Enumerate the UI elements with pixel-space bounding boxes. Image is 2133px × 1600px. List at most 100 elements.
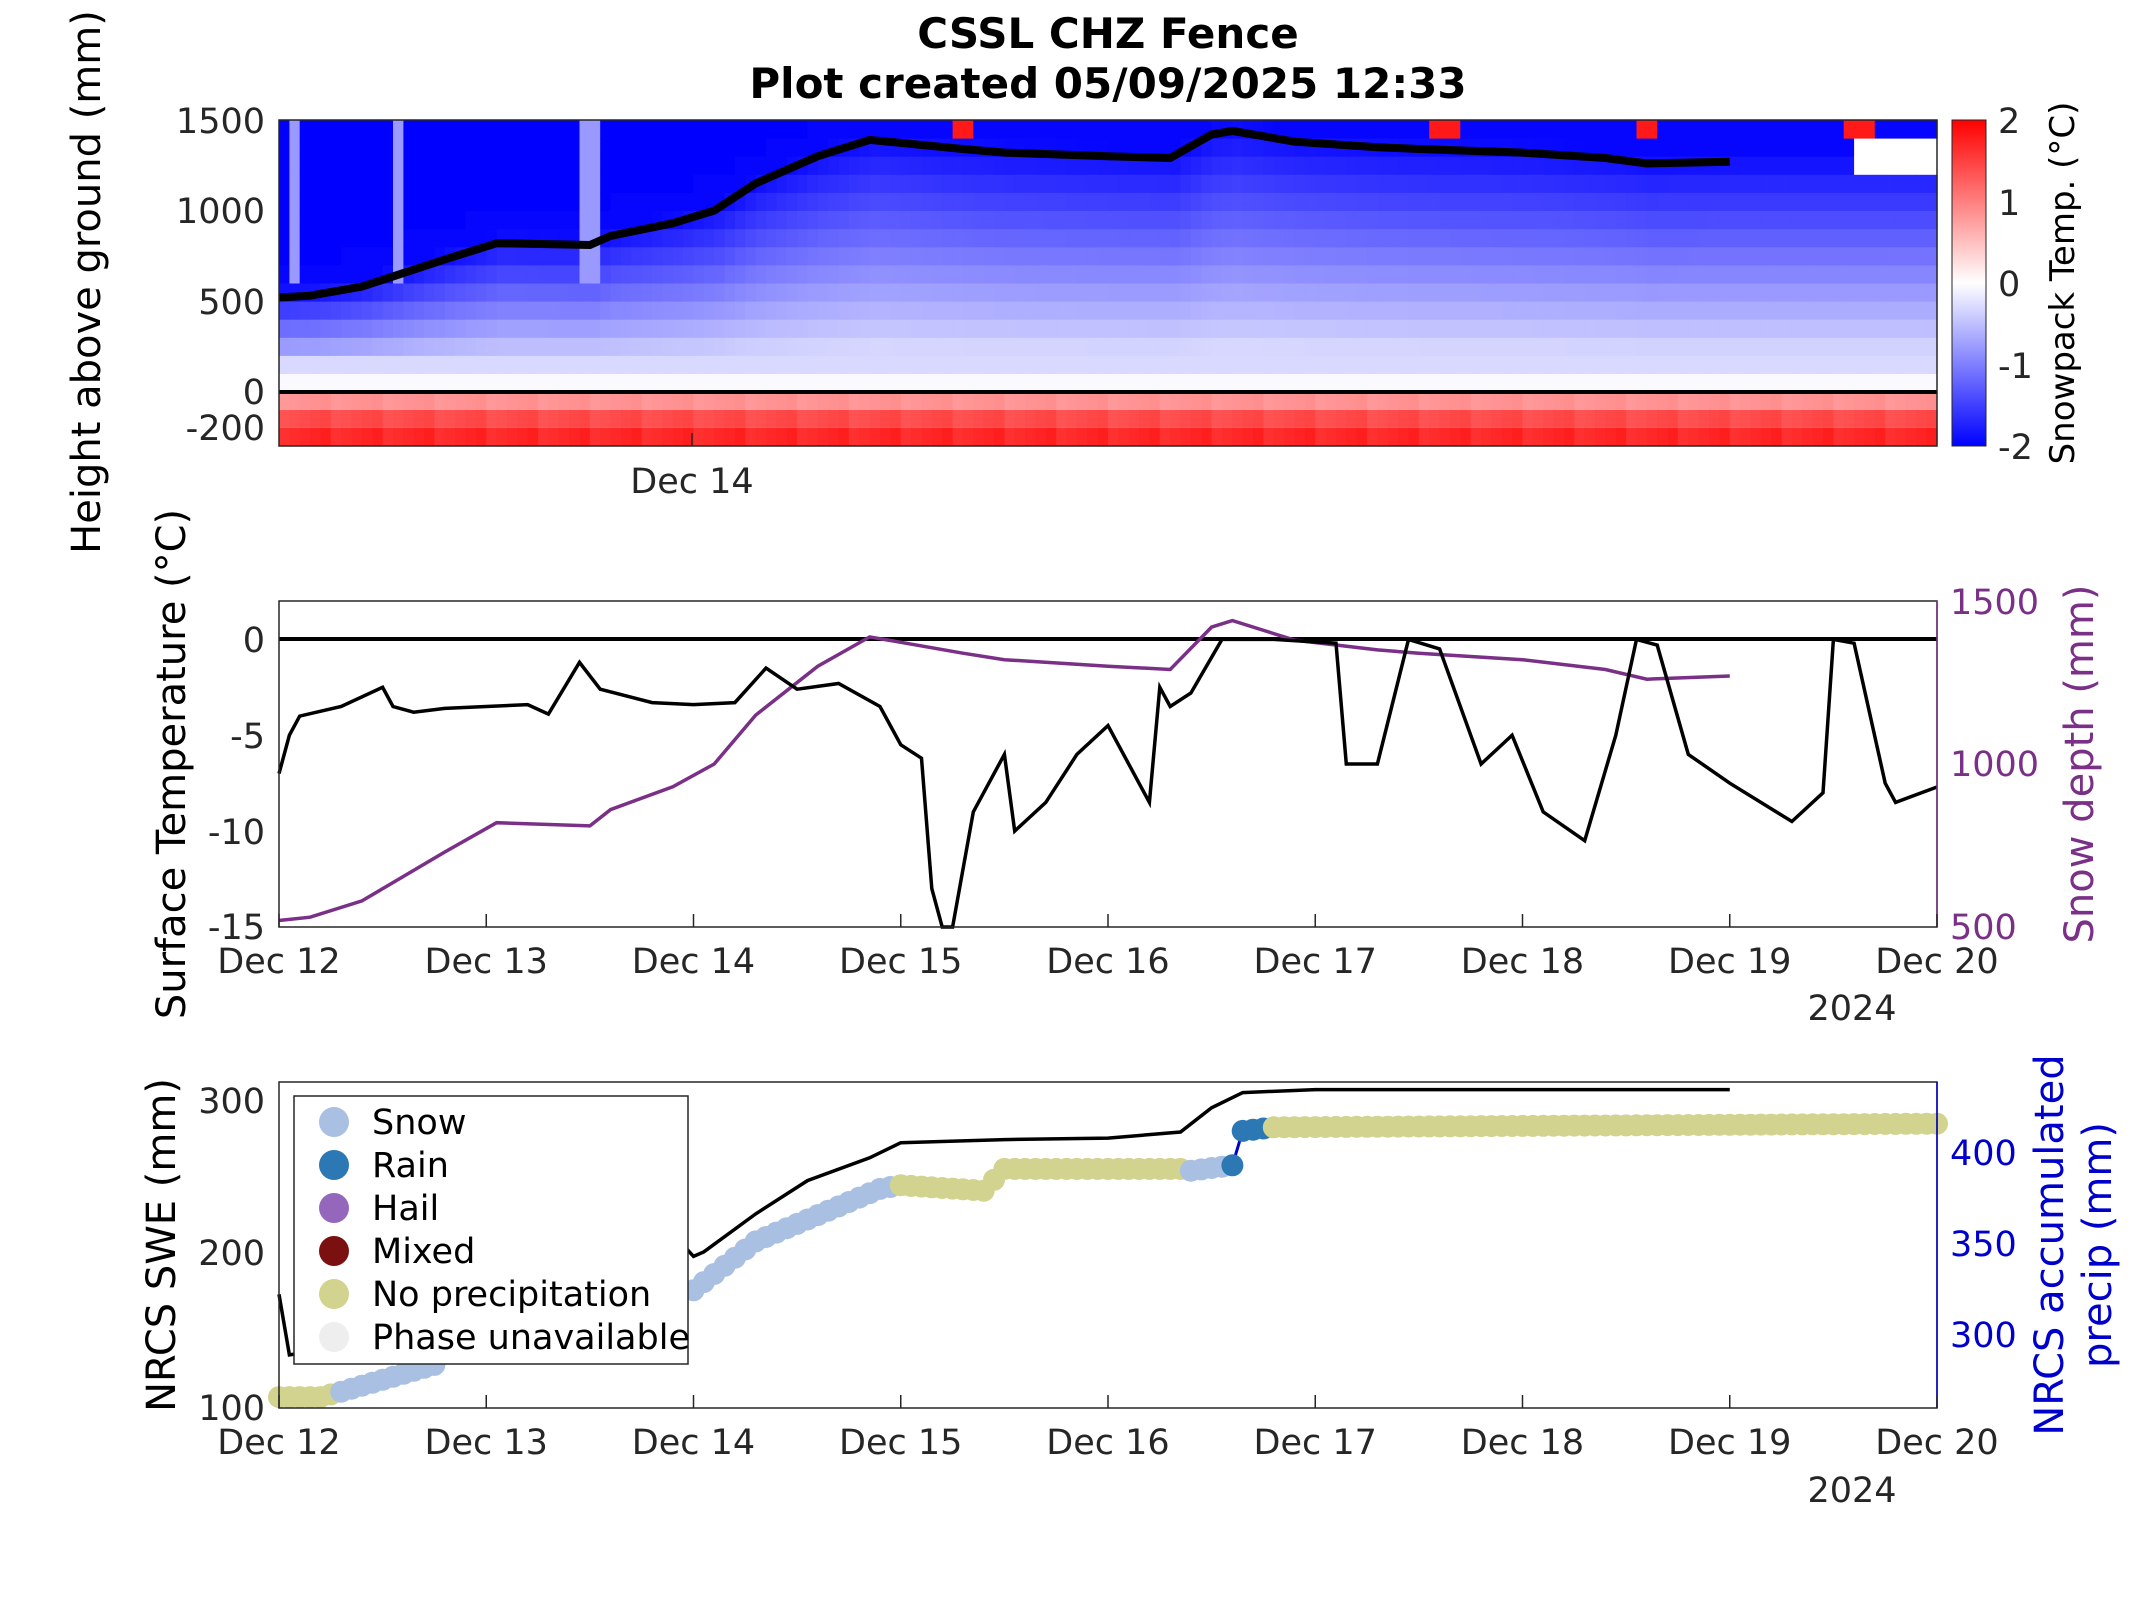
temp-xtick-label: Dec 16 (1046, 942, 1169, 982)
heatmap-cell (1905, 391, 1917, 410)
heatmap-cell (890, 192, 902, 211)
heatmap-cell (1916, 391, 1928, 410)
heatmap-cell (1543, 337, 1555, 356)
heatmap-cell (1087, 355, 1099, 374)
heatmap-cell (1646, 355, 1658, 374)
heatmap-cell (1522, 319, 1534, 338)
heatmap-cell (1584, 373, 1596, 393)
heatmap-cell (507, 228, 518, 248)
heatmap-cell (1294, 409, 1306, 428)
heatmap-cell (1491, 210, 1503, 230)
heatmap-cell (351, 264, 363, 284)
heatmap-cell (372, 174, 384, 193)
heatmap-cell (1387, 228, 1399, 248)
heatmap-cell (848, 264, 860, 284)
heatmap-cell (486, 373, 498, 393)
heatmap-cell (859, 264, 871, 284)
heatmap-cell (1553, 210, 1565, 230)
heatmap-cell (1304, 337, 1316, 356)
heatmap-cell (1781, 246, 1793, 266)
heatmap-cell (1574, 391, 1586, 410)
heatmap-cell (382, 283, 394, 302)
heatmap-cell (994, 210, 1005, 230)
heatmap-cell (1771, 264, 1783, 284)
heatmap-cell (279, 355, 290, 374)
heatmap-cell (714, 228, 726, 248)
heatmap-cell (517, 120, 529, 139)
heatmap-cell (444, 355, 456, 374)
heatmap-cell (538, 301, 550, 320)
heatmap-cell (610, 427, 622, 446)
heatmap-cell (1605, 319, 1617, 338)
heatmap-cell (828, 301, 840, 320)
heatmap-cell (1781, 210, 1793, 230)
heatmap-cell (361, 228, 373, 248)
heatmap-cell (403, 427, 415, 446)
heatmap-cell (662, 120, 674, 139)
heatmap-cell (507, 210, 518, 230)
heatmap-cell (724, 319, 736, 338)
heatmap-cell (900, 246, 912, 266)
heatmap-cell (1564, 228, 1575, 248)
heatmap-cell (1750, 373, 1762, 393)
heatmap-cell (1418, 355, 1430, 374)
heatmap-cell (931, 355, 943, 374)
heatmap-cell (652, 373, 663, 393)
heatmap-cell (1926, 337, 1938, 356)
heatmap-cell (735, 120, 746, 139)
heatmap-cell (1740, 337, 1752, 356)
heatmap-cell (465, 174, 477, 193)
heatmap-cell (579, 283, 591, 302)
heatmap-cell (1325, 192, 1337, 211)
heatmap-cell (1325, 319, 1337, 338)
heatmap-cell (424, 192, 436, 211)
heatmap-cell (1553, 120, 1565, 139)
heatmap-cell (1854, 409, 1866, 428)
heatmap-cell (797, 409, 809, 428)
heatmap-cell (600, 319, 612, 338)
heatmap-cell (1149, 319, 1161, 338)
heatmap-cell (1097, 138, 1109, 157)
heatmap-cell (1698, 427, 1710, 446)
heatmap-cell (382, 301, 394, 320)
heatmap-cell (1108, 228, 1119, 248)
heatmap-cell (475, 283, 487, 302)
heatmap-cell (1025, 427, 1037, 446)
heatmap-cell (382, 355, 394, 374)
heatmap-cell (1781, 264, 1793, 284)
heatmap-cell (1315, 301, 1327, 320)
heatmap-cell (931, 210, 943, 230)
heatmap-cell (1512, 174, 1524, 193)
heatmap-cell (1387, 373, 1399, 393)
heatmap-cell (724, 283, 736, 302)
heatmap-cell (652, 301, 663, 320)
heatmap-cell (1512, 264, 1524, 284)
heatmap-cell (1377, 319, 1389, 338)
heatmap-cell (1128, 138, 1140, 157)
heatmap-cell (600, 138, 612, 157)
heatmap-cell (279, 246, 290, 266)
heatmap-cell (1823, 264, 1834, 284)
heatmap-cell (621, 283, 632, 302)
heatmap-cell (1470, 319, 1482, 338)
heatmap-cell (766, 355, 777, 374)
heatmap-cell (1553, 138, 1565, 157)
heatmap-cell (838, 337, 850, 356)
heatmap-cell (517, 337, 529, 356)
heatmap-cell (952, 409, 964, 428)
heatmap-cell (942, 210, 954, 230)
heatmap-cell (1035, 192, 1047, 211)
heatmap-cell (393, 409, 404, 428)
heatmap-cell (1097, 355, 1109, 374)
heatmap-cell (1346, 337, 1358, 356)
heatmap-cell (652, 246, 663, 266)
heatmap-cell (1315, 319, 1327, 338)
heatmap-cell (413, 427, 425, 446)
heatmap-cell (1398, 319, 1410, 338)
heatmap-cell (1429, 391, 1441, 410)
heatmap-cell (1294, 192, 1306, 211)
heatmap-cell (1429, 409, 1441, 428)
heatmap-cell (527, 427, 539, 446)
legend-snow-label: Snow (372, 1103, 466, 1143)
heatmap-cell (1201, 373, 1213, 393)
